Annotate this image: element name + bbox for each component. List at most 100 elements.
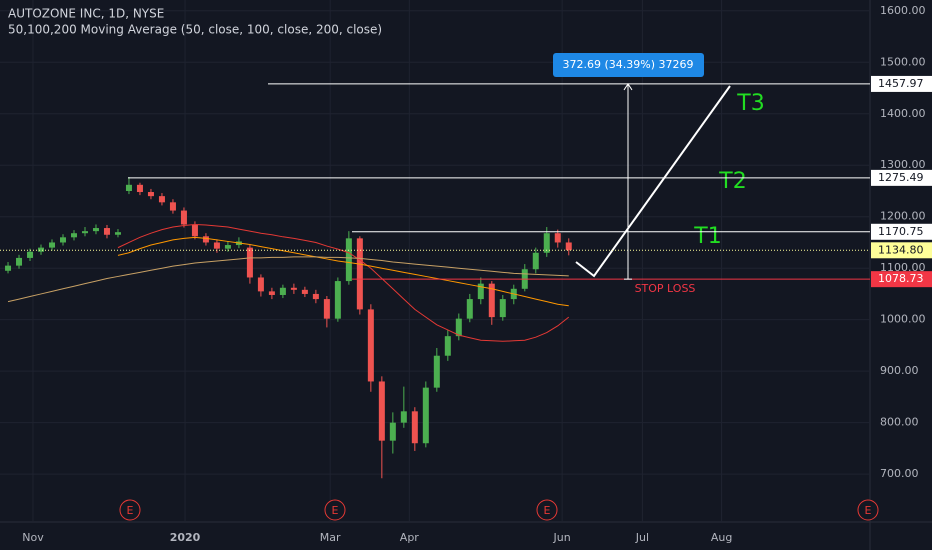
candle-body — [301, 289, 308, 294]
event-marker: E — [324, 499, 346, 521]
event-marker: E — [857, 499, 879, 521]
level-label-box — [871, 75, 932, 92]
level-label-box — [871, 223, 932, 240]
y-tick-label: 1500.00 — [880, 55, 926, 68]
candle-body — [422, 387, 429, 444]
candle-body — [290, 287, 297, 290]
candle-body — [81, 231, 88, 234]
candle-body — [312, 293, 319, 300]
current-price-label: 1134.80 — [878, 243, 924, 256]
x-tick-label: Mar — [320, 531, 341, 544]
event-label: E — [127, 504, 134, 517]
candle-body — [136, 184, 143, 193]
event-marker: E — [119, 499, 141, 521]
y-tick-label: 1600.00 — [880, 4, 926, 17]
candle-body — [356, 238, 363, 310]
candle-body — [279, 287, 286, 295]
candle-body — [125, 184, 132, 191]
event-label: E — [865, 504, 872, 517]
target-label: T2 — [718, 169, 746, 194]
candle-body — [543, 233, 550, 253]
x-tick-label: Aug — [711, 531, 732, 544]
plot — [5, 177, 572, 479]
candle-body — [246, 247, 253, 278]
candle-body — [38, 247, 45, 252]
candle-body — [114, 232, 121, 235]
candle-body — [532, 252, 539, 270]
candle-body — [27, 251, 34, 258]
measure-box — [553, 53, 704, 77]
candle-body — [444, 336, 451, 356]
level-label: 1457.97 — [878, 77, 924, 90]
candle-body — [477, 283, 484, 300]
candle-body — [378, 381, 385, 441]
candle-body — [367, 309, 374, 382]
moving-average-line — [117, 223, 570, 342]
candle-body — [224, 245, 231, 249]
chart-title: AUTOZONE INC, 1D, NYSE — [8, 7, 164, 21]
level-label: 1275.49 — [878, 171, 924, 184]
candle-body — [323, 299, 330, 319]
y-tick-label: 800.00 — [880, 416, 919, 429]
candle-body — [400, 411, 407, 423]
y-tick-label: 1300.00 — [880, 158, 926, 171]
candle-body — [169, 202, 176, 211]
level-label: 1170.75 — [878, 225, 924, 238]
candle-body — [389, 422, 396, 441]
current-price-box — [871, 242, 932, 259]
measure-arrow-head — [623, 83, 633, 91]
x-tick-label: Apr — [400, 531, 420, 544]
target-label: T3 — [736, 91, 764, 116]
x-tick-label: Jun — [553, 531, 571, 544]
candle-body — [202, 236, 209, 243]
y-tick-label: 1000.00 — [880, 313, 926, 326]
candle-body — [345, 238, 352, 282]
candle-body — [49, 242, 56, 248]
candle-body — [433, 355, 440, 388]
candle-body — [499, 299, 506, 318]
x-tick-label: 2020 — [170, 531, 201, 544]
level-label-box — [871, 169, 932, 186]
event-marker: E — [536, 499, 558, 521]
y-tick-label: 1400.00 — [880, 107, 926, 120]
candle-body — [158, 196, 165, 203]
y-tick-label: 700.00 — [880, 467, 919, 480]
y-tick-label: 1200.00 — [880, 210, 926, 223]
candle-body — [565, 242, 572, 251]
candle-body — [59, 237, 66, 243]
candle-body — [257, 277, 264, 292]
target-label: T1 — [693, 224, 721, 249]
candle-body — [488, 283, 495, 318]
y-tick-label: 1100.00 — [880, 261, 926, 274]
moving-average-line — [7, 256, 569, 303]
candle-body — [334, 281, 341, 319]
x-tick-label: Jul — [635, 531, 649, 544]
level-label: 1078.73 — [878, 272, 924, 285]
candle-body — [147, 192, 154, 197]
candle-body — [213, 242, 220, 249]
candle-body — [16, 257, 23, 266]
candle-body — [5, 265, 12, 271]
chart-subtitle: 50,100,200 Moving Average (50, close, 10… — [8, 23, 382, 37]
candle-body — [411, 411, 418, 444]
candle-body — [180, 210, 187, 225]
candle-body — [70, 233, 77, 238]
projection-path — [575, 85, 731, 278]
y-tick-label: 900.00 — [880, 364, 919, 377]
candle-body — [92, 228, 99, 232]
candle-body — [103, 228, 110, 235]
candle-body — [191, 224, 198, 237]
candle-body — [466, 299, 473, 319]
moving-average-line — [117, 236, 569, 307]
measure-label: 372.69 (34.39%) 37269 — [562, 58, 693, 71]
event-label: E — [544, 504, 551, 517]
level-label-box — [871, 271, 932, 288]
candle-body — [554, 233, 561, 243]
stop-loss-label: STOP LOSS — [635, 282, 696, 295]
candle-body — [268, 291, 275, 295]
x-tick-label: Nov — [22, 531, 44, 544]
candle-body — [455, 318, 462, 337]
grid — [0, 0, 870, 522]
